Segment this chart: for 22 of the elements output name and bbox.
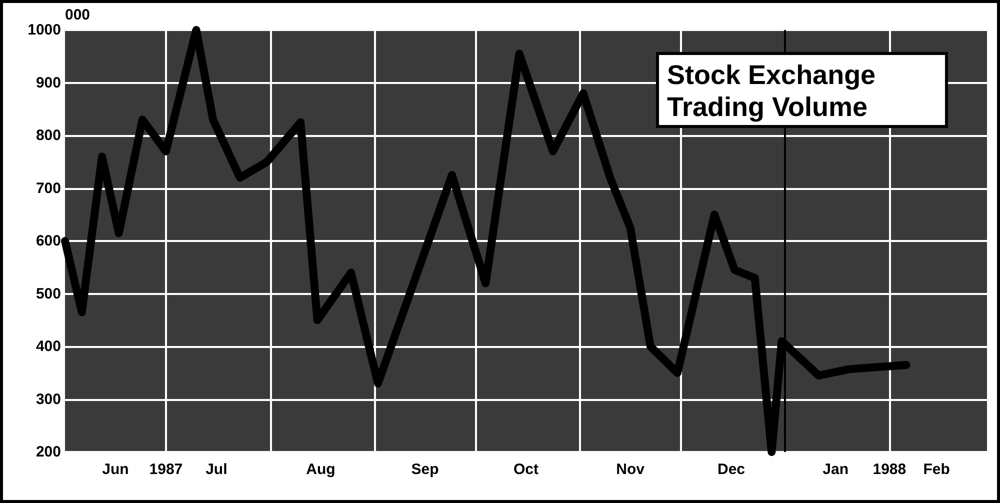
x-tick-label: Sep xyxy=(411,461,439,478)
text: Stock Exchange Trading Volume xyxy=(667,60,884,122)
x-tick-label: Aug xyxy=(306,461,336,478)
y-tick-label: 900 xyxy=(36,74,61,92)
y-tick-label: 600 xyxy=(36,232,61,250)
x-tick-label: Jun xyxy=(102,461,129,478)
y-tick-label: 400 xyxy=(36,338,61,355)
y-tick-label: 700 xyxy=(36,180,61,197)
x-tick-label: Jan xyxy=(822,461,849,478)
y-tick-label: 500 xyxy=(36,285,61,302)
x-tick-label: 1987 xyxy=(149,461,183,478)
x-tick-label: Oct xyxy=(513,461,539,478)
y-tick-label: 200 xyxy=(36,444,61,460)
y-tick-label: 300 xyxy=(36,390,61,408)
y-tick-label: 1000 xyxy=(28,22,61,38)
x-tick-label: 1988 xyxy=(872,461,906,478)
x-tick-label: Dec xyxy=(717,461,746,478)
x-tick-label: Jul xyxy=(206,461,228,478)
y-axis-title: 000 xyxy=(65,6,90,24)
x-tick-label: Nov xyxy=(616,461,646,478)
y-tick-label: 800 xyxy=(36,127,61,144)
x-tick-label: Feb xyxy=(923,461,950,478)
